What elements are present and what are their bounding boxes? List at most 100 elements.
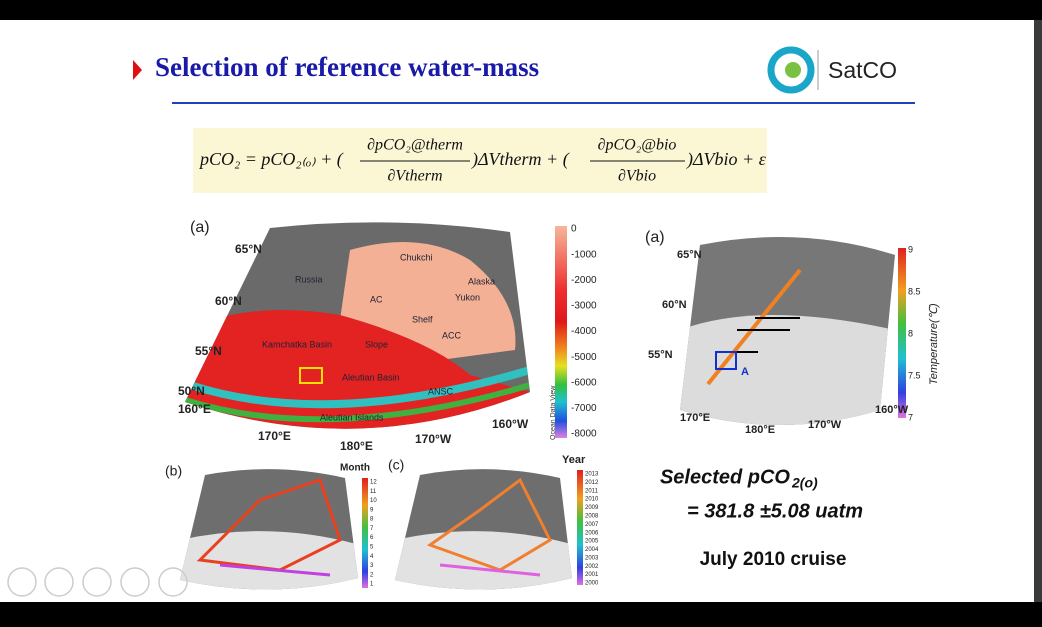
- colorbar-tick-label: 2009: [585, 505, 599, 511]
- colorbar-tick-label: 5: [370, 544, 374, 550]
- colorbar-title: Temperature(℃): [928, 303, 940, 385]
- colorbar-tick-label: 3: [370, 563, 374, 569]
- colorbar-tick-label: 2003: [585, 555, 599, 561]
- nav-prev[interactable]: [7, 567, 37, 597]
- colorbar-tick-label: 12: [370, 480, 377, 486]
- panel-label: (c): [388, 457, 404, 473]
- result-value: = 381.8 ±5.08 uatm: [687, 500, 863, 522]
- lat-label: 60°N: [662, 299, 687, 311]
- colorbar-tick-label: 2001: [585, 572, 599, 578]
- slides-view[interactable]: [120, 567, 150, 597]
- lon-label: 180°E: [745, 424, 775, 436]
- result-label-sub: 2(o): [791, 475, 818, 491]
- place-label: AC: [370, 294, 383, 304]
- colorbar-tick-label: -7000: [571, 403, 597, 414]
- place-label: Kamchatka Basin: [262, 339, 332, 349]
- colorbar-tick-label: -8000: [571, 429, 597, 440]
- logo-text: SatCO: [828, 57, 897, 83]
- lon-label: 170°E: [258, 429, 291, 443]
- lat-label: 55°N: [195, 344, 222, 358]
- eq-part: )ΔVbio + ε: [686, 149, 767, 170]
- colorbar-tick-label: -1000: [571, 249, 597, 260]
- basin: [185, 310, 530, 429]
- pen-tool[interactable]: [82, 567, 112, 597]
- selection-box: [715, 351, 737, 370]
- colorbar-tick-label: 10: [370, 498, 377, 504]
- colorbar-tick-label: 1: [370, 582, 374, 588]
- place-label: Alaska: [468, 276, 495, 286]
- colorbar: [362, 478, 368, 588]
- nav-next[interactable]: [44, 567, 74, 597]
- map-right: [680, 237, 895, 425]
- colorbar-tick-label: 2005: [585, 539, 599, 545]
- colorbar-tick-label: 7.5: [908, 370, 921, 380]
- colorbar-title: Ocean Data View: [550, 385, 557, 440]
- title-bullet: [133, 60, 142, 80]
- eq-part: pCO₂ = pCO₂₍ₒ₎ + (: [198, 149, 344, 170]
- marker-label: A: [741, 366, 749, 378]
- colorbar-tick-label: -6000: [571, 377, 597, 388]
- eq-part: )ΔVtherm + (: [471, 149, 570, 170]
- place-label: Slope: [365, 339, 388, 349]
- colorbar-tick-label: 2: [370, 572, 374, 578]
- colorbar-tick-label: 7: [908, 412, 913, 422]
- title: Selection of reference water-mass: [155, 52, 539, 82]
- eq-den: ∂Vbio: [618, 168, 656, 185]
- colorbar-tick-label: 2007: [585, 522, 599, 528]
- panel-label: (a): [645, 229, 665, 246]
- colorbar-tick-label: 0: [571, 224, 577, 235]
- place-label: Aleutian Islands: [320, 412, 384, 422]
- colorbar: [898, 248, 906, 418]
- colorbar-tick-label: 6: [370, 535, 374, 541]
- place-label: ANSC: [428, 386, 454, 396]
- lat-label: 65°N: [677, 249, 702, 261]
- colorbar-tick-label: 2008: [585, 514, 599, 520]
- lon-label: 160°W: [875, 404, 909, 416]
- lon-label: 160°E: [178, 402, 211, 416]
- colorbar-tick-label: 2010: [585, 497, 599, 503]
- colorbar: [555, 226, 567, 438]
- lon-label: 170°E: [680, 412, 710, 424]
- colorbar-tick-label: 2000: [585, 581, 599, 587]
- panel-label: (a): [190, 219, 210, 236]
- map-sea: [680, 315, 895, 425]
- lat-label: 60°N: [215, 294, 242, 308]
- colorbar-tick-label: -4000: [571, 326, 597, 337]
- map-c: [395, 469, 572, 590]
- place-label: Yukon: [455, 292, 480, 302]
- colorbar-tick-label: 2012: [585, 480, 599, 486]
- colorbar-tick-label: 7: [370, 526, 374, 532]
- lon-label: 180°E: [340, 439, 373, 453]
- scroll-strip: [1034, 20, 1042, 602]
- colorbar-tick-label: 2002: [585, 564, 599, 570]
- selection-box: [299, 367, 323, 384]
- colorbar-tick-label: 2011: [585, 488, 599, 494]
- place-label: Chukchi: [400, 252, 433, 262]
- colorbar-tick-label: 4: [370, 554, 374, 560]
- place-label: Aleutian Basin: [342, 372, 400, 382]
- eq-den: ∂Vtherm: [387, 168, 442, 185]
- panel-label: (b): [165, 463, 182, 479]
- place-label: Russia: [295, 274, 323, 284]
- slope-band: [188, 366, 530, 409]
- lon-label: 160°W: [492, 417, 529, 431]
- colorbar: [577, 470, 583, 585]
- colorbar-tick-label: 2004: [585, 547, 599, 553]
- eq-num: ∂pCO₂@bio: [598, 137, 677, 154]
- logo-icon-inner: [785, 62, 801, 78]
- equation: pCO₂ = pCO₂₍ₒ₎ + ( ∂pCO₂@therm ∂Vtherm )…: [198, 137, 767, 185]
- result-label: Selected pCO: [660, 466, 790, 488]
- place-label: ACC: [442, 330, 462, 340]
- zoom[interactable]: [158, 567, 188, 597]
- colorbar-tick-label: 9: [908, 244, 913, 254]
- lat-label: 65°N: [235, 242, 262, 256]
- map-b: [180, 469, 358, 590]
- eq-num: ∂pCO₂@therm: [367, 137, 463, 154]
- lat-label: 55°N: [648, 349, 673, 361]
- colorbar-tick-label: 8.5: [908, 286, 921, 296]
- lat-label: 50°N: [178, 384, 205, 398]
- colorbar-tick-label: 8: [908, 328, 913, 338]
- colorbar-tick-label: 9: [370, 507, 374, 513]
- colorbar-tick-label: -3000: [571, 301, 597, 312]
- slope-band: [185, 382, 530, 423]
